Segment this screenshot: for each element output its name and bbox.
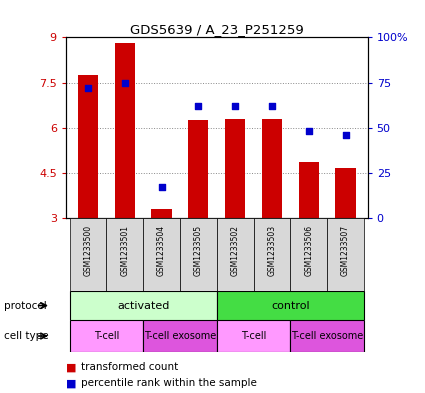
Text: ■: ■: [66, 362, 76, 373]
Bar: [335, 168, 356, 218]
Text: T-cell exosome: T-cell exosome: [291, 331, 363, 341]
Point: [158, 184, 165, 191]
Bar: [299, 162, 319, 218]
Bar: [254, 218, 290, 291]
Title: GDS5639 / A_23_P251259: GDS5639 / A_23_P251259: [130, 23, 303, 36]
Point: [85, 85, 91, 91]
Bar: [290, 320, 364, 352]
Text: GSM1233502: GSM1233502: [231, 225, 240, 276]
Text: activated: activated: [117, 301, 169, 310]
Bar: [327, 218, 364, 291]
Text: percentile rank within the sample: percentile rank within the sample: [81, 378, 257, 388]
Text: GSM1233504: GSM1233504: [157, 225, 166, 276]
Point: [232, 103, 238, 109]
Bar: [70, 291, 217, 320]
Point: [305, 128, 312, 134]
Bar: [188, 120, 209, 218]
Bar: [70, 218, 106, 291]
Bar: [290, 218, 327, 291]
Point: [195, 103, 202, 109]
Point: [269, 103, 275, 109]
Bar: [70, 320, 143, 352]
Text: cell type: cell type: [4, 331, 49, 341]
Bar: [78, 75, 98, 218]
Point: [342, 132, 349, 138]
Bar: [143, 320, 217, 352]
Bar: [217, 320, 290, 352]
Text: GSM1233500: GSM1233500: [83, 225, 93, 276]
Bar: [143, 218, 180, 291]
Text: protocol: protocol: [4, 301, 47, 310]
Bar: [217, 218, 254, 291]
Text: GSM1233503: GSM1233503: [267, 225, 276, 276]
Bar: [225, 119, 245, 218]
Point: [122, 79, 128, 86]
Text: T-cell: T-cell: [241, 331, 266, 341]
Text: GSM1233501: GSM1233501: [120, 225, 129, 276]
Bar: [151, 209, 172, 218]
Text: T-cell: T-cell: [94, 331, 119, 341]
Text: GSM1233506: GSM1233506: [304, 225, 313, 276]
Bar: [180, 218, 217, 291]
Bar: [262, 119, 282, 218]
Text: T-cell exosome: T-cell exosome: [144, 331, 216, 341]
Text: GSM1233507: GSM1233507: [341, 225, 350, 276]
Text: control: control: [271, 301, 310, 310]
Text: GSM1233505: GSM1233505: [194, 225, 203, 276]
Bar: [217, 291, 364, 320]
Bar: [115, 43, 135, 218]
Text: transformed count: transformed count: [81, 362, 178, 373]
Text: ■: ■: [66, 378, 76, 388]
Bar: [106, 218, 143, 291]
